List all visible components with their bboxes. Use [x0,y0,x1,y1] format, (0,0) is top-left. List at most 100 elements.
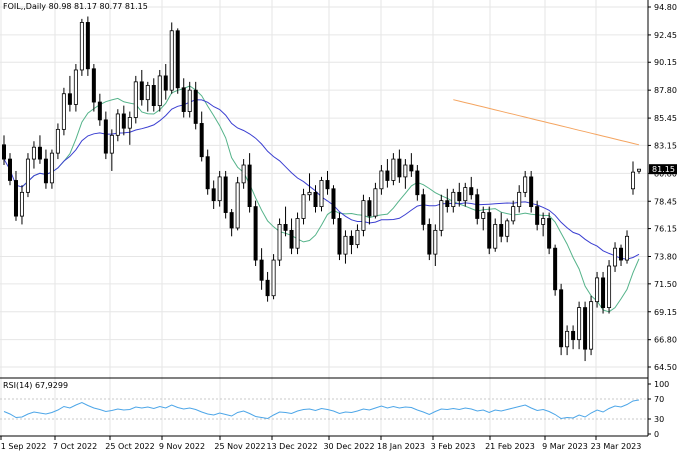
rsi-tick-label: 0 [654,430,659,439]
candle-body [565,330,570,348]
candle-body [577,307,582,341]
candle-body [481,212,486,219]
candle-body [331,188,336,219]
candle-body [79,22,84,71]
candle-body [13,180,18,217]
candle-body [487,212,492,249]
candle-body [313,191,318,208]
candle-body [193,89,198,124]
candle-body [517,191,522,208]
date-tick-label: 13 Dec 2022 [266,442,317,451]
candle-body [337,218,342,255]
candle-body [511,206,516,222]
candle-body [547,218,552,249]
candle-body [49,152,54,184]
ma-green-line [21,85,640,313]
candle-body [157,75,162,107]
candle-body [397,158,402,178]
candle-body [355,229,360,246]
candle-body [601,277,606,308]
chart-symbol-header: FOIL,,Daily 80.98 81.17 80.77 81.15 [3,2,148,11]
candle-body [97,101,102,121]
candle-body [2,144,7,160]
candle-body [151,85,156,107]
candle-body [559,289,564,348]
price-tick-label: 85.45 [654,114,677,123]
candle-body [31,146,36,160]
date-tick-label: 9 Nov 2022 [159,442,205,451]
candle-body [109,134,114,154]
candle-body [295,218,300,249]
candle-body [169,30,174,91]
candle-body [607,265,612,308]
candle-body [43,158,48,184]
price-tick-label: 71.50 [654,280,677,289]
candle-body [553,247,558,291]
candle-body [625,235,630,261]
candle-body [25,158,30,193]
candle-body [277,224,282,261]
candle-body [457,191,462,202]
candle-body [325,180,330,190]
last-price-box [649,164,677,175]
candle-body [613,247,618,267]
candle-body [7,158,12,181]
candle-body [541,218,546,225]
candle-body [451,191,456,208]
candle-body [253,206,258,261]
candle-body [439,200,444,231]
price-tick-label: 90.15 [654,58,677,67]
candle-body [445,200,450,208]
price-tick-label: 73.80 [654,253,677,262]
ma-orange-line [453,99,640,146]
date-tick-label: 3 Feb 2023 [431,442,476,451]
candle-body [91,68,96,103]
candle-body [121,113,126,129]
date-tick-label: 18 Jan 2023 [377,442,425,451]
candle-body [181,87,186,112]
candle-body [349,235,354,246]
candle-body [343,235,348,255]
candle-body [37,146,42,160]
candle-body [319,180,324,208]
price-tick-label: 87.80 [654,86,677,95]
candle-body [289,229,294,249]
candle-body [403,164,408,178]
rsi-tick-label: 70 [654,395,664,404]
candle-body [133,81,138,118]
candle-body [427,224,432,255]
candle-body [85,22,90,70]
date-tick-label: 25 Oct 2022 [105,442,154,451]
date-tick-label: 21 Sep 2022 [0,442,46,451]
candle-body [535,206,540,225]
candle-body [223,176,228,213]
candle-body [139,81,144,101]
candle-body [595,277,600,303]
candle-body [571,330,576,341]
candle-body [211,188,216,202]
candle-body [241,164,246,184]
candle-body [415,170,420,196]
candle-body [583,307,588,350]
price-tick-label: 64.50 [654,363,677,372]
price-tick-label: 78.45 [654,197,677,206]
candle-body [19,191,24,217]
candle-body [229,212,234,229]
rsi-label: RSI(14) 67,9299 [3,381,68,390]
price-tick-label: 76.15 [654,225,677,234]
candle-body [475,194,480,219]
candle-body [421,194,426,225]
candle-body [55,128,60,154]
price-tick-label: 83.15 [654,141,677,150]
candle-body [271,259,276,297]
date-tick-label: 30 Dec 2022 [323,442,374,451]
date-tick-label: 9 Mar 2023 [542,442,588,451]
candle-body [379,170,384,190]
candle-body [409,164,414,172]
candle-body [589,301,594,350]
candle-body [505,220,510,237]
candle-body [145,85,150,101]
candle-body [367,200,372,217]
candle-body [247,164,252,208]
